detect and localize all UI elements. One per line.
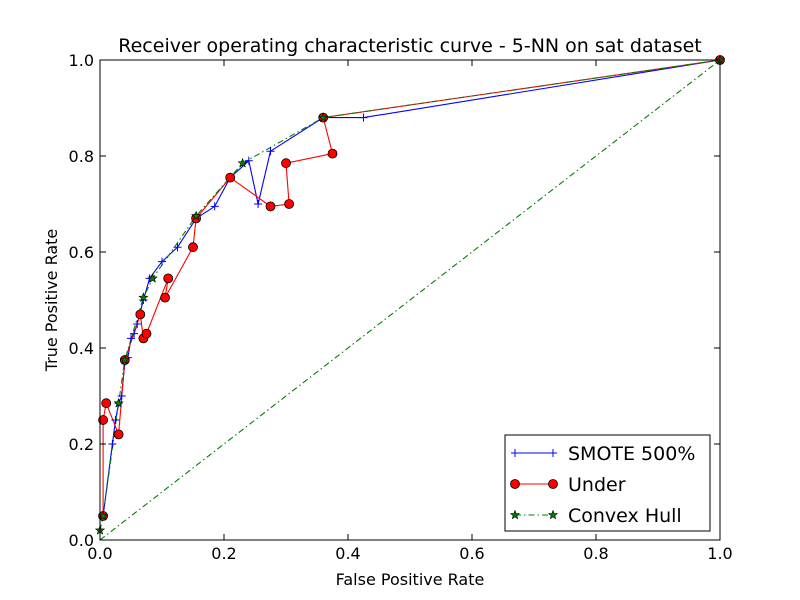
legend-label: Under xyxy=(568,474,626,496)
legend-label: SMOTE 500% xyxy=(568,443,695,465)
under-point xyxy=(160,292,171,303)
y-tick-label: 0.2 xyxy=(69,435,94,454)
smote-500--point xyxy=(133,320,142,328)
smote-500--point xyxy=(130,329,139,338)
smote-500--point xyxy=(158,257,166,266)
smote-500--point xyxy=(511,449,519,457)
y-tick-label: 0.6 xyxy=(69,243,94,262)
legend-label: Convex Hull xyxy=(568,505,682,527)
x-axis-label: False Positive Rate xyxy=(336,570,485,589)
smote-500--point xyxy=(244,156,253,165)
under-point xyxy=(284,199,295,209)
x-tick-label: 0.2 xyxy=(211,544,236,563)
under-point xyxy=(225,172,236,183)
under-point xyxy=(281,158,291,169)
convex-hull-point xyxy=(547,509,559,520)
x-tick-label: 1.0 xyxy=(707,544,732,563)
smote-500--point xyxy=(108,440,117,448)
chart-title: Receiver operating characteristic curve … xyxy=(118,35,701,57)
under-point xyxy=(101,398,112,409)
smote-500--point xyxy=(111,416,120,424)
under-point xyxy=(510,479,520,489)
x-tick-label: 0.6 xyxy=(459,544,484,563)
under-point xyxy=(141,328,152,339)
convex-hull-point xyxy=(191,210,202,221)
convex-hull-point xyxy=(318,112,329,122)
x-tick-label: 0.8 xyxy=(583,544,608,563)
convex-hull-point xyxy=(138,292,149,302)
smote-500--point xyxy=(359,113,368,122)
smote-500--point xyxy=(254,200,263,208)
convex-hull-point xyxy=(237,157,248,168)
convex-hull-point xyxy=(113,397,124,408)
axes-frame xyxy=(99,59,721,541)
smote-500--point xyxy=(549,449,557,457)
smote-500--point xyxy=(117,392,126,400)
under-point xyxy=(135,309,146,320)
smote-500--point xyxy=(127,334,135,343)
y-axis-label: True Positive Rate xyxy=(42,229,61,373)
x-tick-label: 0.0 xyxy=(87,544,112,563)
diagonal-line xyxy=(100,60,720,540)
legend: SMOTE 500% Under Convex Hull xyxy=(504,434,711,532)
convex-hull-line xyxy=(100,60,720,531)
under-point xyxy=(188,242,198,253)
convex-hull-point xyxy=(147,273,158,283)
under-point xyxy=(113,429,124,440)
legend-box xyxy=(504,434,711,532)
under-point xyxy=(327,148,338,159)
x-tick-label: 0.4 xyxy=(335,544,360,563)
y-tick-label: 0.4 xyxy=(69,339,94,358)
smote-500--point xyxy=(266,147,275,156)
under-point xyxy=(98,415,108,425)
y-tick-label: 0.8 xyxy=(69,147,94,166)
convex-hull-point xyxy=(509,509,521,520)
convex-hull-point xyxy=(119,354,130,365)
under-point xyxy=(163,273,174,284)
smote-500--point xyxy=(173,243,182,252)
smote-500--point xyxy=(210,202,219,211)
under-point xyxy=(548,479,558,489)
y-tick-label: 0.0 xyxy=(69,531,94,550)
under-point xyxy=(265,201,276,212)
y-tick-label: 1.0 xyxy=(69,51,94,70)
